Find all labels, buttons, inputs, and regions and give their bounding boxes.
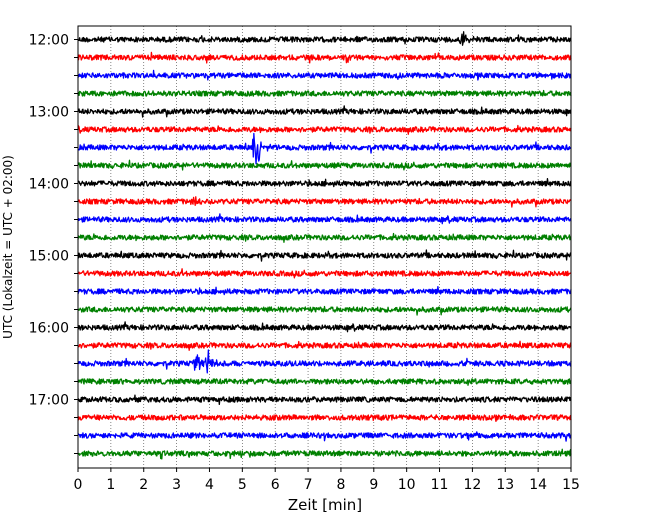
x-tick-label-6: 6 bbox=[271, 477, 280, 493]
trace-15:45 bbox=[77, 305, 572, 316]
x-tick-label-9: 9 bbox=[369, 477, 378, 493]
plot-frame bbox=[77, 25, 572, 469]
y-tick-label-13:00: 13:00 bbox=[29, 105, 69, 121]
y-axis: 12:00 13:00 14:00 15:00 16:00 17:00 bbox=[29, 33, 78, 454]
x-tick-label-4: 4 bbox=[205, 477, 214, 493]
trace-12:00 bbox=[77, 31, 572, 46]
trace-17:30 bbox=[77, 431, 572, 442]
trace-group bbox=[77, 31, 572, 460]
y-tick-label-16:00: 16:00 bbox=[29, 321, 69, 337]
x-tick-label-11: 11 bbox=[431, 477, 449, 493]
y-tick-label-14:00: 14:00 bbox=[29, 177, 69, 193]
trace-13:30 bbox=[77, 132, 572, 165]
x-tick-label-14: 14 bbox=[529, 477, 547, 493]
trace-13:15 bbox=[77, 124, 572, 135]
trace-13:45 bbox=[77, 159, 572, 171]
x-axis: 0 1 2 3 4 5 6 7 8 9 10 11 12 13 14 15 bbox=[74, 468, 580, 493]
x-tick-label-1: 1 bbox=[106, 477, 115, 493]
y-tick-label-15:00: 15:00 bbox=[29, 249, 69, 265]
trace-14:30 bbox=[77, 213, 572, 225]
trace-14:15 bbox=[77, 196, 572, 208]
x-tick-label-15: 15 bbox=[562, 477, 580, 493]
y-tick-label-12:00: 12:00 bbox=[29, 33, 69, 49]
trace-12:15 bbox=[77, 51, 572, 64]
trace-17:00 bbox=[77, 394, 572, 406]
trace-15:00 bbox=[77, 249, 572, 262]
trace-17:15 bbox=[77, 413, 572, 423]
trace-16:00 bbox=[77, 321, 572, 333]
x-tick-label-3: 3 bbox=[172, 477, 181, 493]
trace-16:45 bbox=[77, 378, 572, 386]
trace-12:45 bbox=[77, 89, 572, 97]
trace-15:30 bbox=[77, 285, 572, 296]
x-tick-label-13: 13 bbox=[496, 477, 514, 493]
x-tick-label-5: 5 bbox=[238, 477, 247, 493]
x-tick-label-2: 2 bbox=[139, 477, 148, 493]
trace-12:30 bbox=[77, 69, 572, 81]
trace-17:45 bbox=[77, 448, 572, 460]
x-tick-label-10: 10 bbox=[398, 477, 416, 493]
trace-15:15 bbox=[77, 268, 572, 279]
y-axis-label: UTC (Lokalzeit = UTC + 02:00) bbox=[1, 155, 15, 339]
x-tick-label-8: 8 bbox=[336, 477, 345, 493]
x-axis-label: Zeit [min] bbox=[288, 496, 362, 514]
trace-14:45 bbox=[77, 232, 572, 243]
x-tick-label-0: 0 bbox=[74, 477, 83, 493]
y-tick-label-17:00: 17:00 bbox=[29, 393, 69, 409]
trace-13:00 bbox=[77, 105, 572, 118]
x-tick-label-12: 12 bbox=[463, 477, 481, 493]
trace-14:00 bbox=[77, 177, 572, 188]
trace-16:30 bbox=[77, 349, 572, 374]
x-tick-label-7: 7 bbox=[304, 477, 313, 493]
trace-16:15 bbox=[77, 340, 572, 351]
